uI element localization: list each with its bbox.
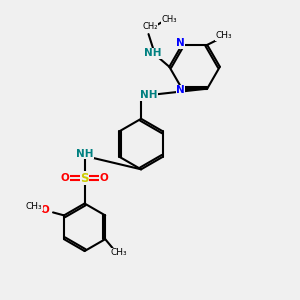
Text: NH: NH bbox=[140, 90, 157, 100]
Text: N: N bbox=[176, 85, 185, 95]
Text: S: S bbox=[80, 172, 89, 185]
Text: O: O bbox=[40, 205, 49, 215]
Text: CH₃: CH₃ bbox=[110, 248, 127, 257]
Text: CH₂: CH₂ bbox=[142, 22, 158, 31]
Text: NH: NH bbox=[76, 149, 93, 159]
Text: NH: NH bbox=[144, 48, 162, 59]
Text: CH₃: CH₃ bbox=[215, 32, 232, 40]
Text: CH₃: CH₃ bbox=[26, 202, 43, 211]
Text: CH₃: CH₃ bbox=[162, 15, 177, 24]
Text: O: O bbox=[100, 173, 108, 183]
Text: O: O bbox=[61, 173, 70, 183]
Text: N: N bbox=[176, 38, 185, 48]
